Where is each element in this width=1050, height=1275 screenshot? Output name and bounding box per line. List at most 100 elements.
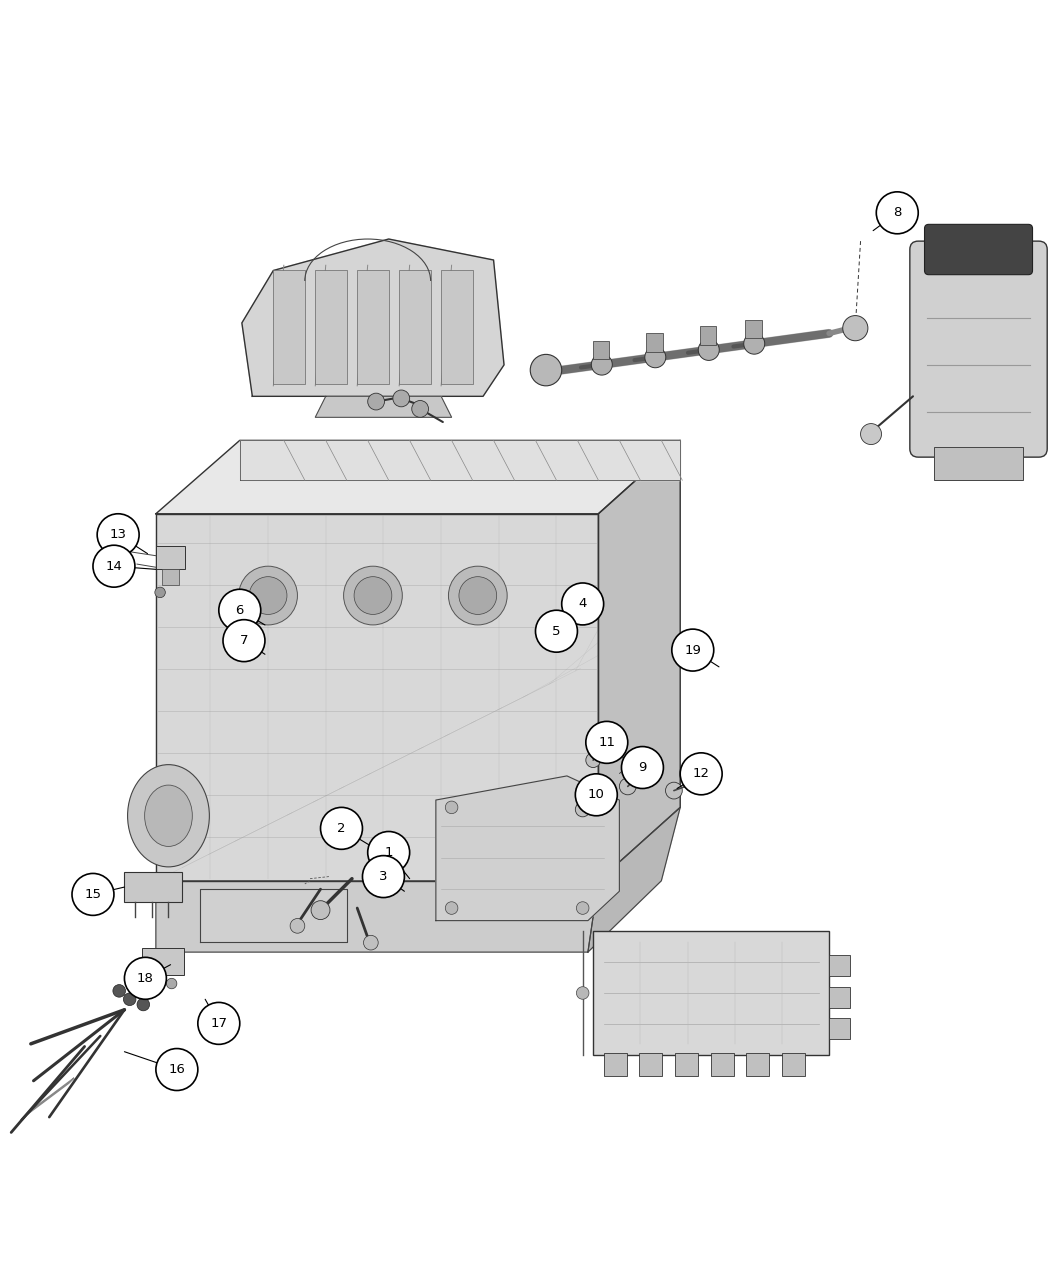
Circle shape xyxy=(562,583,604,625)
Circle shape xyxy=(861,423,882,445)
Circle shape xyxy=(843,316,868,340)
Circle shape xyxy=(586,752,601,768)
Bar xyxy=(711,1053,734,1076)
Text: 14: 14 xyxy=(105,560,123,572)
Bar xyxy=(357,270,388,384)
Polygon shape xyxy=(315,397,452,417)
Bar xyxy=(593,931,830,1054)
Bar xyxy=(399,270,430,384)
Circle shape xyxy=(354,576,392,615)
Text: 16: 16 xyxy=(168,1063,185,1076)
Text: 17: 17 xyxy=(210,1017,227,1030)
Circle shape xyxy=(576,901,589,914)
Text: 8: 8 xyxy=(894,207,902,219)
Circle shape xyxy=(586,722,628,764)
Circle shape xyxy=(620,778,636,794)
Circle shape xyxy=(591,354,612,375)
Text: 6: 6 xyxy=(235,604,244,617)
Circle shape xyxy=(368,393,384,411)
Bar xyxy=(441,270,472,384)
Bar xyxy=(592,340,609,360)
Polygon shape xyxy=(155,881,598,952)
Circle shape xyxy=(197,1002,239,1044)
Circle shape xyxy=(530,354,562,386)
Bar xyxy=(782,1053,805,1076)
Ellipse shape xyxy=(145,785,192,847)
Circle shape xyxy=(575,802,590,817)
FancyBboxPatch shape xyxy=(910,241,1047,458)
Circle shape xyxy=(877,191,919,233)
Bar xyxy=(699,326,716,344)
Text: 15: 15 xyxy=(84,887,102,901)
Circle shape xyxy=(622,747,664,788)
Bar xyxy=(933,446,1023,481)
Circle shape xyxy=(124,993,135,1006)
Polygon shape xyxy=(242,238,504,397)
FancyBboxPatch shape xyxy=(924,224,1032,274)
Polygon shape xyxy=(200,889,346,942)
Circle shape xyxy=(136,998,149,1011)
Circle shape xyxy=(125,958,166,1000)
Circle shape xyxy=(576,987,589,1000)
Circle shape xyxy=(147,978,157,989)
Circle shape xyxy=(154,588,165,598)
Bar xyxy=(639,1053,663,1076)
Polygon shape xyxy=(27,1077,75,1114)
Text: 18: 18 xyxy=(136,972,154,984)
Text: 2: 2 xyxy=(337,822,345,835)
Bar xyxy=(315,270,346,384)
Ellipse shape xyxy=(128,765,209,867)
Bar xyxy=(830,987,850,1007)
Bar xyxy=(646,333,663,352)
Polygon shape xyxy=(436,776,620,921)
Circle shape xyxy=(72,873,114,915)
Text: 4: 4 xyxy=(579,598,587,611)
Bar xyxy=(155,546,185,570)
Polygon shape xyxy=(588,807,680,952)
Circle shape xyxy=(290,918,304,933)
Circle shape xyxy=(576,801,589,813)
Polygon shape xyxy=(239,440,680,481)
Circle shape xyxy=(93,546,134,588)
Circle shape xyxy=(368,831,410,873)
Bar xyxy=(675,1053,698,1076)
Circle shape xyxy=(445,801,458,813)
Bar xyxy=(273,270,304,384)
Circle shape xyxy=(363,936,378,950)
Circle shape xyxy=(412,400,428,417)
Text: 3: 3 xyxy=(379,870,387,884)
Circle shape xyxy=(166,978,176,989)
Circle shape xyxy=(536,611,578,653)
Text: 12: 12 xyxy=(693,768,710,780)
Circle shape xyxy=(445,901,458,914)
Text: 19: 19 xyxy=(685,644,701,657)
Circle shape xyxy=(223,620,265,662)
Circle shape xyxy=(218,589,260,631)
Circle shape xyxy=(362,856,404,898)
Circle shape xyxy=(645,347,666,367)
Circle shape xyxy=(666,782,683,799)
Bar xyxy=(162,570,178,585)
Polygon shape xyxy=(598,440,680,881)
Circle shape xyxy=(672,629,714,671)
Circle shape xyxy=(155,1048,197,1090)
Circle shape xyxy=(448,566,507,625)
Circle shape xyxy=(575,774,617,816)
Text: 10: 10 xyxy=(588,788,605,801)
Bar xyxy=(747,1053,770,1076)
Circle shape xyxy=(343,566,402,625)
Text: 13: 13 xyxy=(109,528,127,541)
Circle shape xyxy=(113,984,126,997)
Text: 9: 9 xyxy=(638,761,647,774)
Circle shape xyxy=(698,339,719,361)
Circle shape xyxy=(320,807,362,849)
Circle shape xyxy=(249,576,287,615)
Text: 1: 1 xyxy=(384,847,393,859)
Bar xyxy=(830,1019,850,1039)
Text: 5: 5 xyxy=(552,625,561,638)
Polygon shape xyxy=(155,514,598,881)
Bar xyxy=(604,1053,627,1076)
Polygon shape xyxy=(155,440,680,514)
Circle shape xyxy=(393,390,410,407)
Text: 7: 7 xyxy=(239,634,248,648)
